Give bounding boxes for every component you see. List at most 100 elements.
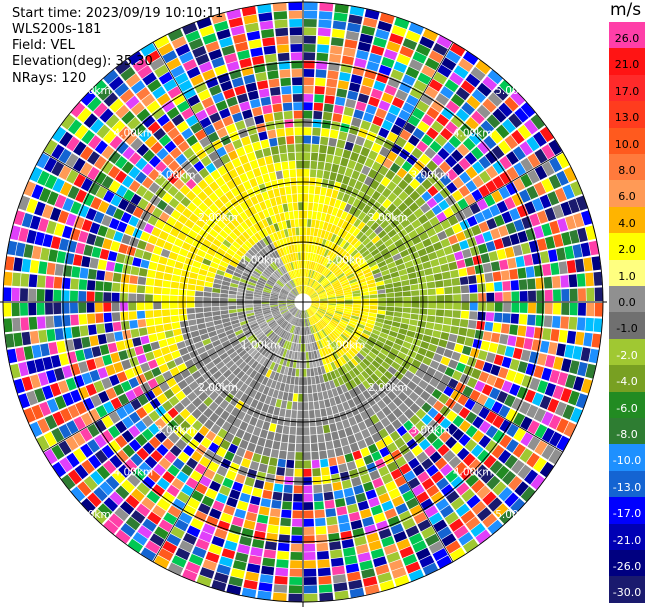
colorbar-tick: -26.0 xyxy=(612,560,642,573)
velocity-cell xyxy=(310,270,315,279)
velocity-cell xyxy=(298,385,303,394)
velocity-cell xyxy=(533,457,547,473)
velocity-cell xyxy=(405,66,420,79)
velocity-cell xyxy=(249,98,261,109)
velocity-cell xyxy=(242,231,251,240)
velocity-cell xyxy=(174,402,185,413)
velocity-cell xyxy=(323,249,330,258)
velocity-cell xyxy=(53,289,62,302)
velocity-cell xyxy=(228,305,237,310)
velocity-cell xyxy=(145,310,154,318)
velocity-cell xyxy=(238,246,247,255)
velocity-cell xyxy=(228,298,237,302)
velocity-cell xyxy=(588,240,599,256)
velocity-cell xyxy=(229,336,238,344)
velocity-cell xyxy=(254,203,262,213)
velocity-cell xyxy=(226,222,236,231)
velocity-cell xyxy=(287,254,292,262)
velocity-cell xyxy=(97,503,113,518)
velocity-cell xyxy=(263,45,276,55)
colorbar-segment xyxy=(609,338,645,366)
velocity-cell xyxy=(381,209,391,219)
velocity-cell xyxy=(116,253,126,264)
velocity-cell xyxy=(422,238,432,248)
velocity-cell xyxy=(285,468,294,477)
velocity-cell xyxy=(279,408,286,417)
velocity-cell xyxy=(272,272,280,280)
velocity-cell xyxy=(297,194,303,202)
velocity-cell xyxy=(373,80,386,92)
velocity-cell xyxy=(455,87,470,101)
velocity-cell xyxy=(230,208,239,218)
velocity-cell xyxy=(469,293,478,302)
velocity-cell xyxy=(353,376,362,386)
velocity-cell xyxy=(449,547,466,561)
velocity-cell xyxy=(267,189,275,199)
velocity-cell xyxy=(591,333,601,348)
velocity-cell xyxy=(265,315,273,321)
velocity-cell xyxy=(225,268,235,275)
range-ring-label: 2.00km xyxy=(198,382,238,394)
velocity-cell xyxy=(504,492,519,508)
velocity-cell xyxy=(296,260,300,269)
velocity-cell xyxy=(491,190,503,203)
velocity-cell xyxy=(242,341,251,349)
velocity-cell xyxy=(269,361,276,371)
velocity-cell xyxy=(306,260,310,269)
velocity-cell xyxy=(412,540,427,553)
velocity-cell xyxy=(354,180,363,191)
velocity-cell xyxy=(201,97,215,109)
velocity-cell xyxy=(26,198,38,214)
velocity-cell xyxy=(396,53,411,66)
velocity-cell xyxy=(121,110,135,125)
velocity-cell xyxy=(572,244,583,258)
velocity-cell xyxy=(317,289,325,295)
velocity-cell xyxy=(327,205,334,215)
velocity-cell xyxy=(359,361,368,370)
velocity-cell xyxy=(304,335,308,344)
velocity-cell xyxy=(420,203,431,214)
velocity-cell xyxy=(517,464,532,480)
velocity-cell xyxy=(447,215,459,226)
velocity-cell xyxy=(331,388,339,397)
velocity-cell xyxy=(526,452,540,468)
velocity-cell xyxy=(194,510,208,523)
velocity-cell xyxy=(280,256,286,265)
velocity-cell xyxy=(279,69,291,78)
velocity-cell xyxy=(391,495,405,507)
velocity-cell xyxy=(178,308,187,315)
velocity-cell xyxy=(333,582,348,592)
velocity-cell xyxy=(468,131,482,146)
velocity-cell xyxy=(197,89,211,101)
velocity-cell xyxy=(389,266,398,274)
velocity-cell xyxy=(348,416,357,426)
velocity-cell xyxy=(78,291,87,302)
velocity-cell xyxy=(316,286,323,292)
velocity-cell xyxy=(286,401,293,410)
velocity-cell xyxy=(290,52,303,61)
azimuth-spoke xyxy=(152,353,274,563)
velocity-cell xyxy=(462,538,479,553)
velocity-cell xyxy=(283,312,290,318)
velocity-cell xyxy=(308,202,314,211)
velocity-cell xyxy=(23,346,34,360)
velocity-cell xyxy=(471,110,485,125)
velocity-cell xyxy=(311,297,319,301)
velocity-cell xyxy=(241,458,251,468)
velocity-cell xyxy=(443,386,454,397)
velocity-cell xyxy=(390,326,400,333)
velocity-cell xyxy=(234,268,244,275)
velocity-cell xyxy=(276,231,283,240)
velocity-cell xyxy=(293,288,299,295)
velocity-cell xyxy=(236,183,246,194)
velocity-cell xyxy=(194,129,207,141)
velocity-cell xyxy=(348,579,363,590)
velocity-cell xyxy=(401,279,410,286)
velocity-cell xyxy=(81,129,95,145)
velocity-cell xyxy=(417,276,427,284)
velocity-cell xyxy=(566,260,577,274)
velocity-cell xyxy=(583,257,593,272)
velocity-cell xyxy=(259,574,274,584)
velocity-cell xyxy=(263,113,274,123)
colorbar-tick: 13.0 xyxy=(614,111,640,125)
